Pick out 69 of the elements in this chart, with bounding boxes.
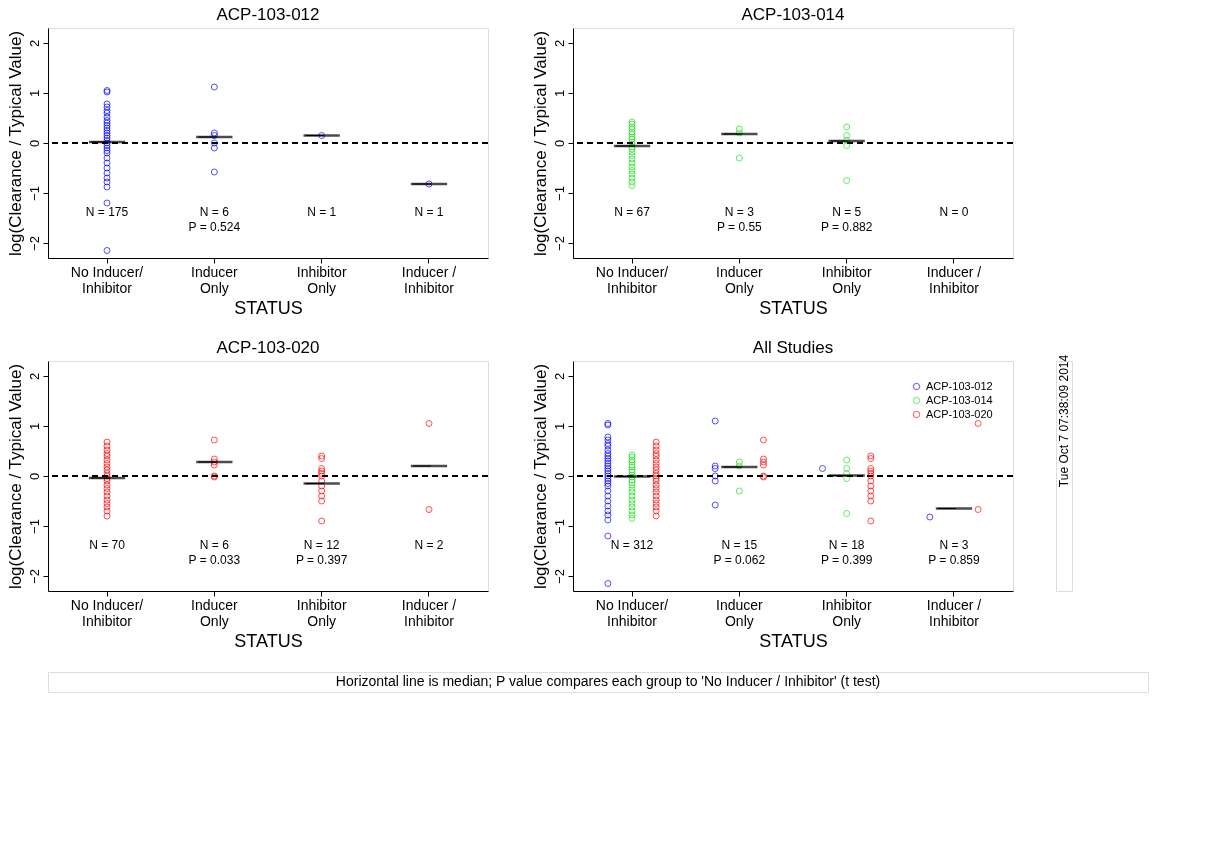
annotation: N = 0 [939,205,969,220]
x-tick-label: Inducer Only [190,596,239,629]
x-tick-label: No Inducer/ Inhibitor [70,596,144,629]
x-tick-label: Inducer / Inhibitor [401,263,457,296]
x-tick-label: Inhibitor Only [296,263,347,296]
y-tick-label: −1 [551,186,567,201]
annotation: N = 67 [614,205,651,220]
y-tick-label: 0 [551,139,567,148]
x-tick-label: Inducer / Inhibitor [401,596,457,629]
annotation: N = 5 P = 0.882 [820,205,873,235]
x-axis-title: STATUS [234,297,303,318]
annotation: N = 15 P = 0.062 [713,538,766,568]
x-axis-title: STATUS [759,297,828,318]
y-tick-label: 2 [26,39,42,48]
chart-title: ACP-103-014 [741,5,845,24]
x-tick-label: Inhibitor Only [821,596,872,629]
y-tick-label: −2 [26,236,42,251]
y-axis-title: log(Clearance / Typical Value) [5,363,25,590]
text: Horizontal line is median; P value compares each group to 'No Inducer / Inhibitor' (t test) [335,673,881,689]
y-axis-title: log(Clearance / Typical Value) [5,30,25,257]
legend-label: ACP-103-014 [926,393,993,406]
x-axis-title: STATUS [759,630,828,651]
x-tick-label: Inducer Only [190,263,239,296]
chart-title: All Studies [752,338,834,357]
x-tick-label: Inducer / Inhibitor [926,263,982,296]
annotation: N = 2 [414,538,444,553]
x-tick-label: Inducer / Inhibitor [926,596,982,629]
y-tick-label: −1 [26,519,42,534]
x-tick-label: Inducer Only [715,596,764,629]
y-tick-label: 1 [551,89,567,98]
text: Tue Oct 7 07:38:09 2014 [1057,354,1071,488]
y-tick-label: 2 [551,372,567,381]
y-tick-label: 0 [551,472,567,481]
y-tick-label: 0 [26,472,42,481]
y-tick-label: 1 [551,422,567,431]
y-tick-label: −1 [551,519,567,534]
y-axis-title: log(Clearance / Typical Value) [530,30,550,257]
annotation: N = 6 P = 0.033 [188,538,241,568]
y-tick-label: 0 [26,139,42,148]
annotation: N = 3 P = 0.859 [928,538,981,568]
x-axis-title: STATUS [234,630,303,651]
y-tick-label: −2 [551,569,567,584]
annotation: N = 175 [85,205,129,220]
annotation: N = 312 [610,538,654,553]
x-tick-label: No Inducer/ Inhibitor [595,263,669,296]
y-axis-title: log(Clearance / Typical Value) [530,363,550,590]
annotation: N = 70 [89,538,126,553]
x-tick-label: No Inducer/ Inhibitor [70,263,144,296]
x-tick-label: Inhibitor Only [821,263,872,296]
annotation: N = 1 [307,205,337,220]
y-tick-label: 2 [551,39,567,48]
annotation: N = 3 P = 0.55 [716,205,763,235]
x-tick-label: Inhibitor Only [296,596,347,629]
x-tick-label: No Inducer/ Inhibitor [595,596,669,629]
y-tick-label: −1 [26,186,42,201]
annotation: N = 6 P = 0.524 [188,205,241,235]
annotation: N = 12 P = 0.397 [295,538,348,568]
annotation: N = 1 [414,205,444,220]
y-tick-label: 1 [26,89,42,98]
legend-label: ACP-103-012 [926,379,993,392]
legend-label: ACP-103-020 [926,407,993,420]
y-tick-label: 1 [26,422,42,431]
chart-title: ACP-103-012 [216,5,320,24]
y-tick-label: 2 [26,372,42,381]
chart-title: ACP-103-020 [216,338,320,357]
y-tick-label: −2 [26,569,42,584]
annotation: N = 18 P = 0.399 [820,538,873,568]
y-tick-label: −2 [551,236,567,251]
x-tick-label: Inducer Only [715,263,764,296]
